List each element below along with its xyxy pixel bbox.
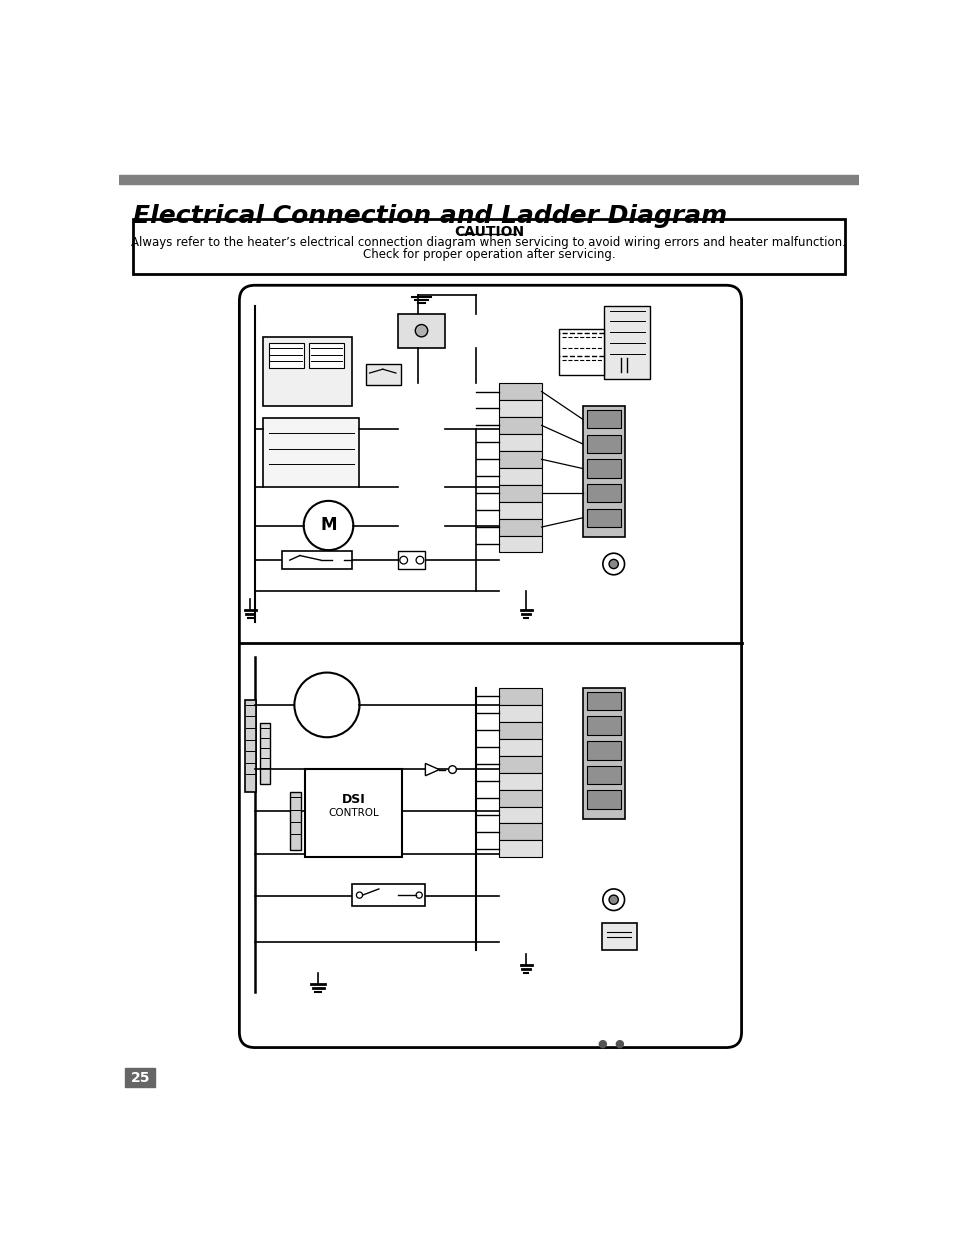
Circle shape [608, 895, 618, 904]
Bar [498, 806, 541, 824]
Bar [282, 551, 352, 569]
Bar [586, 509, 620, 527]
Bar [582, 688, 624, 819]
Bar [125, 1068, 154, 1087]
Text: Electrical Connection and Ladder Diagram: Electrical Connection and Ladder Diagram [133, 204, 726, 227]
Bar [498, 756, 541, 773]
Bar [586, 692, 620, 710]
Text: Always refer to the heater’s electrical connection diagram when servicing to avo: Always refer to the heater’s electrical … [132, 236, 845, 249]
Text: CONTROL: CONTROL [328, 808, 378, 818]
Text: DSI: DSI [341, 793, 365, 806]
Polygon shape [425, 763, 439, 776]
Text: ●: ● [597, 1039, 606, 1049]
Bar [498, 468, 541, 484]
Bar [365, 364, 400, 385]
Bar [586, 484, 620, 503]
Bar [498, 739, 541, 756]
Bar [262, 337, 352, 406]
Bar [586, 716, 620, 735]
Bar [305, 769, 402, 857]
Bar [498, 705, 541, 721]
Circle shape [608, 559, 618, 568]
Bar [397, 551, 425, 569]
Bar [603, 306, 649, 379]
Bar [586, 790, 620, 809]
Bar [397, 314, 444, 348]
Text: Check for proper operation after servicing.: Check for proper operation after servici… [362, 248, 615, 262]
Bar [498, 789, 541, 806]
Bar [498, 841, 541, 857]
Bar [262, 417, 359, 487]
Circle shape [356, 892, 362, 898]
Circle shape [415, 325, 427, 337]
Circle shape [602, 553, 624, 574]
Bar [498, 824, 541, 841]
Bar [586, 410, 620, 429]
Bar [498, 451, 541, 468]
Circle shape [303, 501, 353, 550]
Bar [601, 923, 637, 950]
Bar [498, 501, 541, 519]
Bar [498, 536, 541, 552]
Circle shape [416, 556, 423, 564]
Bar [582, 406, 624, 537]
FancyBboxPatch shape [239, 285, 740, 1047]
Bar [309, 343, 344, 368]
Bar [498, 688, 541, 705]
Bar [498, 773, 541, 789]
Bar [498, 400, 541, 417]
Bar [586, 459, 620, 478]
Bar [586, 741, 620, 760]
Bar [119, 175, 858, 184]
Circle shape [399, 556, 407, 564]
Circle shape [416, 892, 422, 898]
Bar [352, 884, 425, 906]
Bar [498, 433, 541, 451]
Text: M: M [320, 516, 336, 535]
Bar [498, 721, 541, 739]
Bar [586, 435, 620, 453]
Bar [586, 766, 620, 784]
Bar [498, 484, 541, 501]
Bar [498, 383, 541, 400]
Bar [290, 792, 300, 850]
Bar [133, 219, 843, 274]
Text: CAUTION: CAUTION [454, 225, 523, 240]
Bar [269, 343, 303, 368]
Text: ●: ● [614, 1039, 623, 1049]
Circle shape [294, 673, 359, 737]
Bar [558, 330, 604, 375]
Bar [260, 722, 270, 784]
Bar [245, 699, 255, 792]
Bar [498, 417, 541, 433]
Bar [498, 519, 541, 536]
Circle shape [448, 766, 456, 773]
Circle shape [602, 889, 624, 910]
Text: 25: 25 [131, 1071, 150, 1084]
